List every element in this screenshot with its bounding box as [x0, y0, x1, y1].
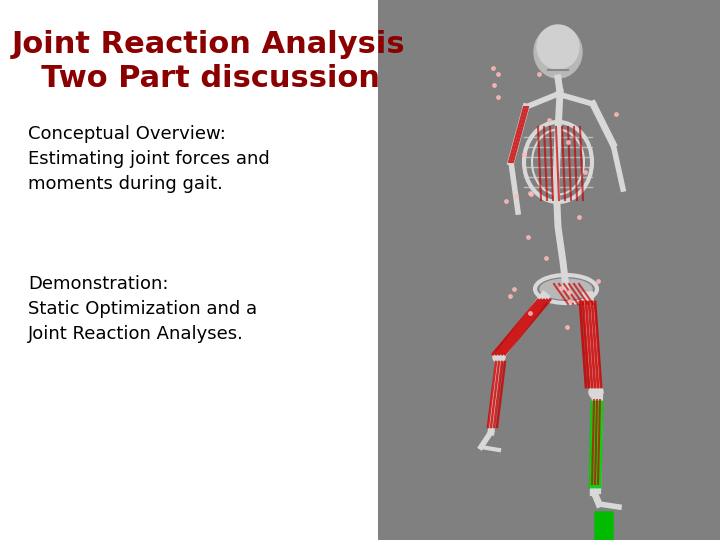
Circle shape: [493, 351, 505, 363]
Text: Demonstration:
Static Optimization and a
Joint Reaction Analyses.: Demonstration: Static Optimization and a…: [28, 275, 257, 343]
Bar: [378, 0, 720, 540]
Ellipse shape: [537, 25, 579, 69]
Ellipse shape: [540, 279, 592, 299]
Text: Two Part discussion: Two Part discussion: [20, 64, 380, 93]
Polygon shape: [576, 512, 632, 540]
Ellipse shape: [534, 26, 582, 78]
Text: Joint Reaction Analysis: Joint Reaction Analysis: [12, 30, 405, 59]
Text: Conceptual Overview:
Estimating joint forces and
moments during gait.: Conceptual Overview: Estimating joint fo…: [28, 125, 270, 193]
Circle shape: [589, 385, 603, 399]
